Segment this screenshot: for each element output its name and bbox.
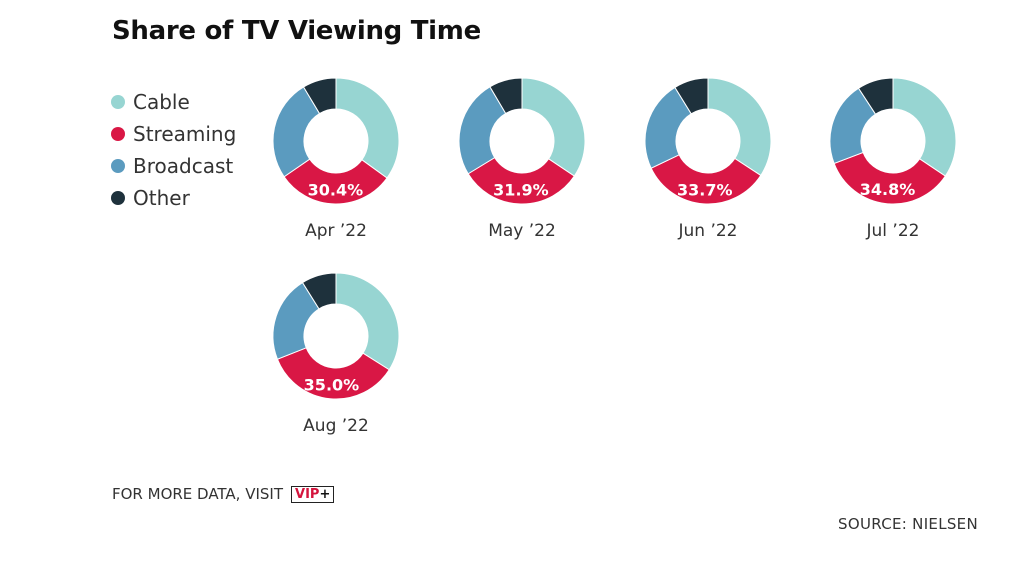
slice-other [674, 77, 709, 115]
slice-cable [892, 77, 957, 177]
legend-label: Other [133, 186, 190, 210]
slice-streaming [833, 151, 947, 205]
vip-text: VIP [295, 486, 320, 502]
legend-item-streaming: Streaming [111, 118, 236, 150]
streaming-value-label: 33.7% [677, 180, 733, 199]
vip-plus-link[interactable]: VIP+ [291, 485, 335, 503]
slice-other [857, 77, 894, 115]
streaming-value-label: 30.4% [308, 180, 364, 199]
category-label: Jun ’22 [678, 221, 738, 241]
chart-title: Share of TV Viewing Time [112, 16, 481, 46]
legend-swatch [111, 159, 125, 173]
donut-0: 30.4% [272, 77, 400, 205]
slice-cable [335, 77, 400, 179]
streaming-value-label: 35.0% [304, 375, 360, 394]
slice-cable [335, 272, 400, 371]
slice-cable [521, 77, 586, 177]
legend-swatch [111, 191, 125, 205]
legend: Cable Streaming Broadcast Other [111, 86, 236, 214]
donut-4: 35.0% [272, 272, 400, 400]
more-data-note: FOR MORE DATA, VISIT VIP+ [112, 485, 335, 503]
legend-item-other: Other [111, 182, 236, 214]
donut-3: 34.8% [829, 77, 957, 205]
category-label: Aug ’22 [303, 416, 369, 436]
donut-2: 33.7% [644, 77, 772, 205]
slice-other [489, 77, 523, 115]
streaming-value-label: 34.8% [860, 180, 916, 199]
slice-streaming [467, 156, 576, 205]
legend-label: Cable [133, 90, 190, 114]
slice-broadcast [458, 86, 507, 175]
legend-label: Broadcast [133, 154, 234, 178]
legend-item-broadcast: Broadcast [111, 150, 236, 182]
vip-plus-sign: + [319, 486, 331, 502]
slice-streaming [276, 347, 390, 400]
legend-swatch [111, 127, 125, 141]
category-label: Jul ’22 [866, 221, 920, 241]
slice-other [302, 77, 337, 115]
legend-label: Streaming [133, 122, 237, 146]
legend-swatch [111, 95, 125, 109]
more-data-text: FOR MORE DATA, VISIT [112, 485, 284, 503]
slice-streaming [650, 154, 762, 205]
category-label: Apr ’22 [305, 221, 367, 241]
slice-cable [707, 77, 772, 177]
slice-streaming [283, 158, 388, 205]
legend-item-cable: Cable [111, 86, 236, 118]
donut-1: 31.9% [458, 77, 586, 205]
category-label: May ’22 [488, 221, 556, 241]
streaming-value-label: 31.9% [493, 180, 549, 199]
slice-other [301, 272, 337, 310]
source-note: SOURCE: NIELSEN [838, 515, 978, 533]
